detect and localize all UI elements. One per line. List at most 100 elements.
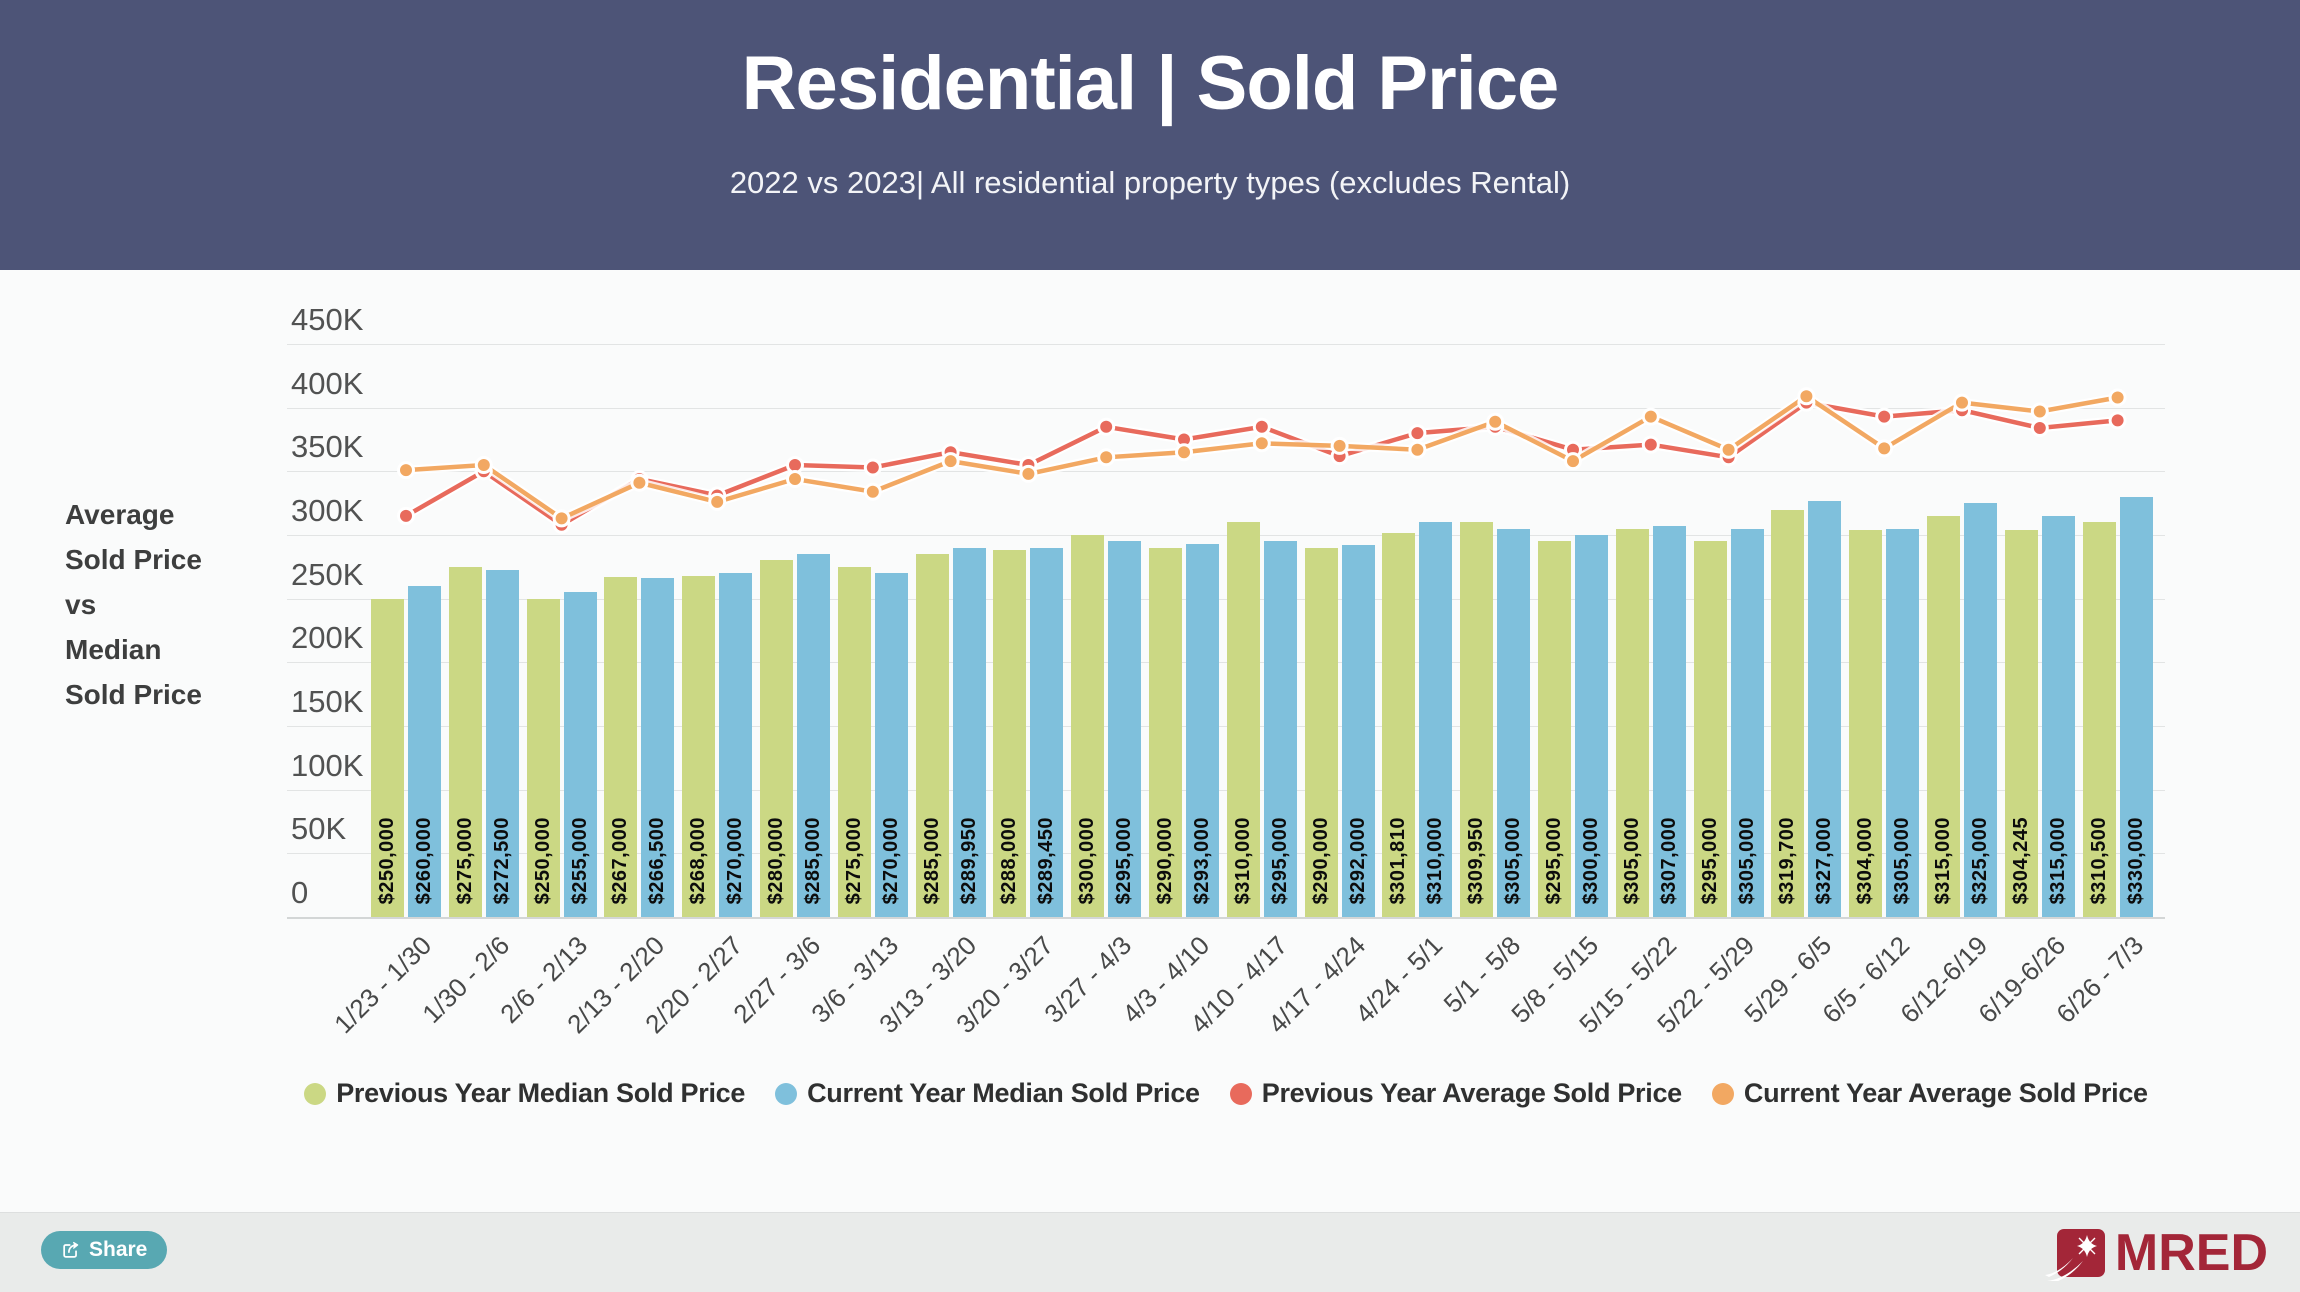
line-data-point[interactable] — [1252, 417, 1271, 436]
line-data-point[interactable] — [941, 452, 960, 471]
prev-year-median-bar[interactable]: $309,950 — [1460, 522, 1494, 917]
prev-year-median-bar[interactable]: $267,000 — [604, 577, 638, 917]
prev-year-median-bar[interactable]: $288,000 — [993, 550, 1027, 917]
bar-pair: $280,000 $285,000 — [760, 344, 830, 917]
current-year-median-bar[interactable]: $285,000 — [797, 554, 830, 917]
prev-year-median-bar[interactable]: $301,810 — [1382, 533, 1416, 917]
current-year-median-bar[interactable]: $295,000 — [1108, 541, 1142, 917]
current-year-median-bar[interactable]: $305,000 — [1497, 529, 1531, 917]
line-data-point[interactable] — [1408, 440, 1427, 459]
line-data-point[interactable] — [1408, 424, 1427, 443]
legend-item[interactable]: Current Year Median Sold Price — [775, 1078, 1200, 1109]
line-data-point[interactable] — [863, 482, 882, 501]
line-data-point[interactable] — [1641, 435, 1660, 454]
current-year-median-bar[interactable]: $293,000 — [1186, 544, 1219, 917]
bar-pair: $285,000 $289,950 — [915, 344, 986, 917]
line-data-point[interactable] — [2108, 388, 2127, 407]
line-data-point[interactable] — [1875, 439, 1894, 458]
line-data-point[interactable] — [1252, 434, 1271, 453]
line-data-point[interactable] — [474, 456, 493, 474]
legend-item[interactable]: Previous Year Median Sold Price — [304, 1078, 745, 1109]
gridline — [287, 535, 2165, 536]
prev-year-median-bar[interactable]: $290,000 — [1304, 548, 1338, 917]
line-data-point[interactable] — [786, 470, 804, 488]
prev-year-median-bar[interactable]: $304,245 — [2004, 530, 2038, 917]
current-year-median-bar[interactable]: $310,000 — [1419, 522, 1453, 917]
legend-item[interactable]: Current Year Average Sold Price — [1711, 1078, 2148, 1109]
prev-year-median-bar[interactable]: $305,000 — [1615, 529, 1649, 917]
current-year-median-bar[interactable]: $300,000 — [1575, 535, 1608, 917]
legend-label: Previous Year Median Sold Price — [336, 1078, 746, 1108]
prev-year-median-bar[interactable]: $310,000 — [1226, 522, 1260, 917]
line-data-point[interactable] — [1953, 393, 1971, 412]
prev-year-median-bar[interactable]: $295,000 — [1693, 541, 1727, 917]
prev-year-median-bar[interactable]: $275,000 — [448, 567, 482, 917]
line-data-point[interactable] — [397, 461, 415, 480]
line-data-point[interactable] — [1097, 417, 1116, 436]
line-data-point[interactable] — [1564, 452, 1582, 471]
bar-pair: $290,000 $293,000 — [1149, 344, 1219, 917]
bar-pair: $310,000 $295,000 — [1226, 344, 1297, 917]
bar-pair: $275,000 $270,000 — [837, 344, 908, 917]
line-data-point[interactable] — [1641, 407, 1660, 426]
line-data-point[interactable] — [2030, 402, 2049, 421]
page-title: Residential | Sold Price — [741, 41, 1560, 126]
line-data-point[interactable] — [397, 506, 415, 525]
gridline — [287, 917, 2165, 919]
line-data-point[interactable] — [1719, 440, 1738, 459]
current-year-median-bar[interactable]: $325,000 — [1964, 503, 1997, 917]
current-year-median-bar[interactable]: $315,000 — [2041, 516, 2075, 917]
line-data-point[interactable] — [1875, 407, 1894, 426]
current-year-median-bar[interactable]: $292,000 — [1341, 545, 1375, 917]
legend-item[interactable]: Previous Year Average Sold Price — [1229, 1078, 1682, 1109]
current-year-median-bar[interactable]: $307,000 — [1652, 526, 1686, 917]
prev-year-median-bar[interactable]: $290,000 — [1149, 548, 1182, 917]
current-year-median-bar[interactable]: $260,000 — [408, 586, 441, 917]
bar-pair: $304,000 $305,000 — [1849, 344, 1920, 917]
legend-dot-icon — [775, 1082, 798, 1105]
y-tick-label: 150K — [291, 684, 364, 719]
prev-year-median-bar[interactable]: $319,700 — [1771, 510, 1805, 917]
y-tick-label: 400K — [291, 365, 364, 401]
gridline — [287, 662, 2165, 664]
line-data-point[interactable] — [863, 458, 882, 477]
current-year-median-bar[interactable]: $255,000 — [563, 592, 597, 917]
prev-year-median-bar[interactable]: $285,000 — [915, 554, 949, 917]
prev-year-median-bar[interactable]: $268,000 — [682, 576, 716, 917]
current-year-median-bar[interactable]: $295,000 — [1263, 541, 1297, 917]
current-year-median-bar[interactable]: $272,500 — [485, 570, 519, 917]
line-data-point[interactable] — [1330, 436, 1349, 455]
line-data-point[interactable] — [1097, 448, 1116, 467]
current-year-median-bar[interactable]: $305,000 — [1886, 529, 1920, 917]
line-data-point[interactable] — [2108, 411, 2127, 430]
y-tick-label: 100K — [291, 747, 364, 783]
line-data-point[interactable] — [1175, 443, 1193, 462]
share-button[interactable]: Share — [41, 1231, 168, 1269]
prev-year-median-bar[interactable]: $304,000 — [1849, 530, 1883, 917]
current-year-median-bar[interactable]: $270,000 — [874, 573, 908, 917]
line-data-point[interactable] — [630, 473, 649, 492]
current-year-median-bar[interactable]: $305,000 — [1730, 529, 1764, 917]
prev-year-median-bar[interactable]: $280,000 — [760, 560, 793, 917]
line-data-point[interactable] — [552, 509, 571, 528]
line-data-point[interactable] — [1797, 387, 1816, 406]
line-data-point[interactable] — [1019, 464, 1038, 483]
prev-year-median-bar[interactable]: $295,000 — [1538, 541, 1571, 917]
prev-year-median-bar[interactable]: $300,000 — [1071, 535, 1105, 917]
current-year-median-bar[interactable]: $289,950 — [952, 548, 986, 917]
bar-pair: $250,000 $260,000 — [371, 344, 441, 917]
prev-year-median-bar[interactable]: $310,500 — [2082, 522, 2116, 917]
line-data-point[interactable] — [708, 492, 727, 511]
bar-pair: $275,000 $272,500 — [448, 344, 519, 917]
line-data-point[interactable] — [2030, 419, 2049, 437]
prev-year-median-bar[interactable]: $250,000 — [526, 599, 560, 917]
current-year-median-bar[interactable]: $327,000 — [1808, 501, 1842, 917]
current-year-median-bar[interactable]: $266,500 — [641, 578, 675, 917]
current-year-median-bar[interactable]: $289,450 — [1030, 548, 1064, 917]
prev-year-median-bar[interactable]: $250,000 — [371, 599, 404, 917]
current-year-median-bar[interactable]: $270,000 — [719, 573, 753, 917]
current-year-median-bar[interactable]: $330,000 — [2119, 497, 2153, 917]
line-data-point[interactable] — [1486, 412, 1505, 431]
prev-year-median-bar[interactable]: $315,000 — [1927, 516, 1960, 917]
prev-year-median-bar[interactable]: $275,000 — [837, 567, 871, 917]
